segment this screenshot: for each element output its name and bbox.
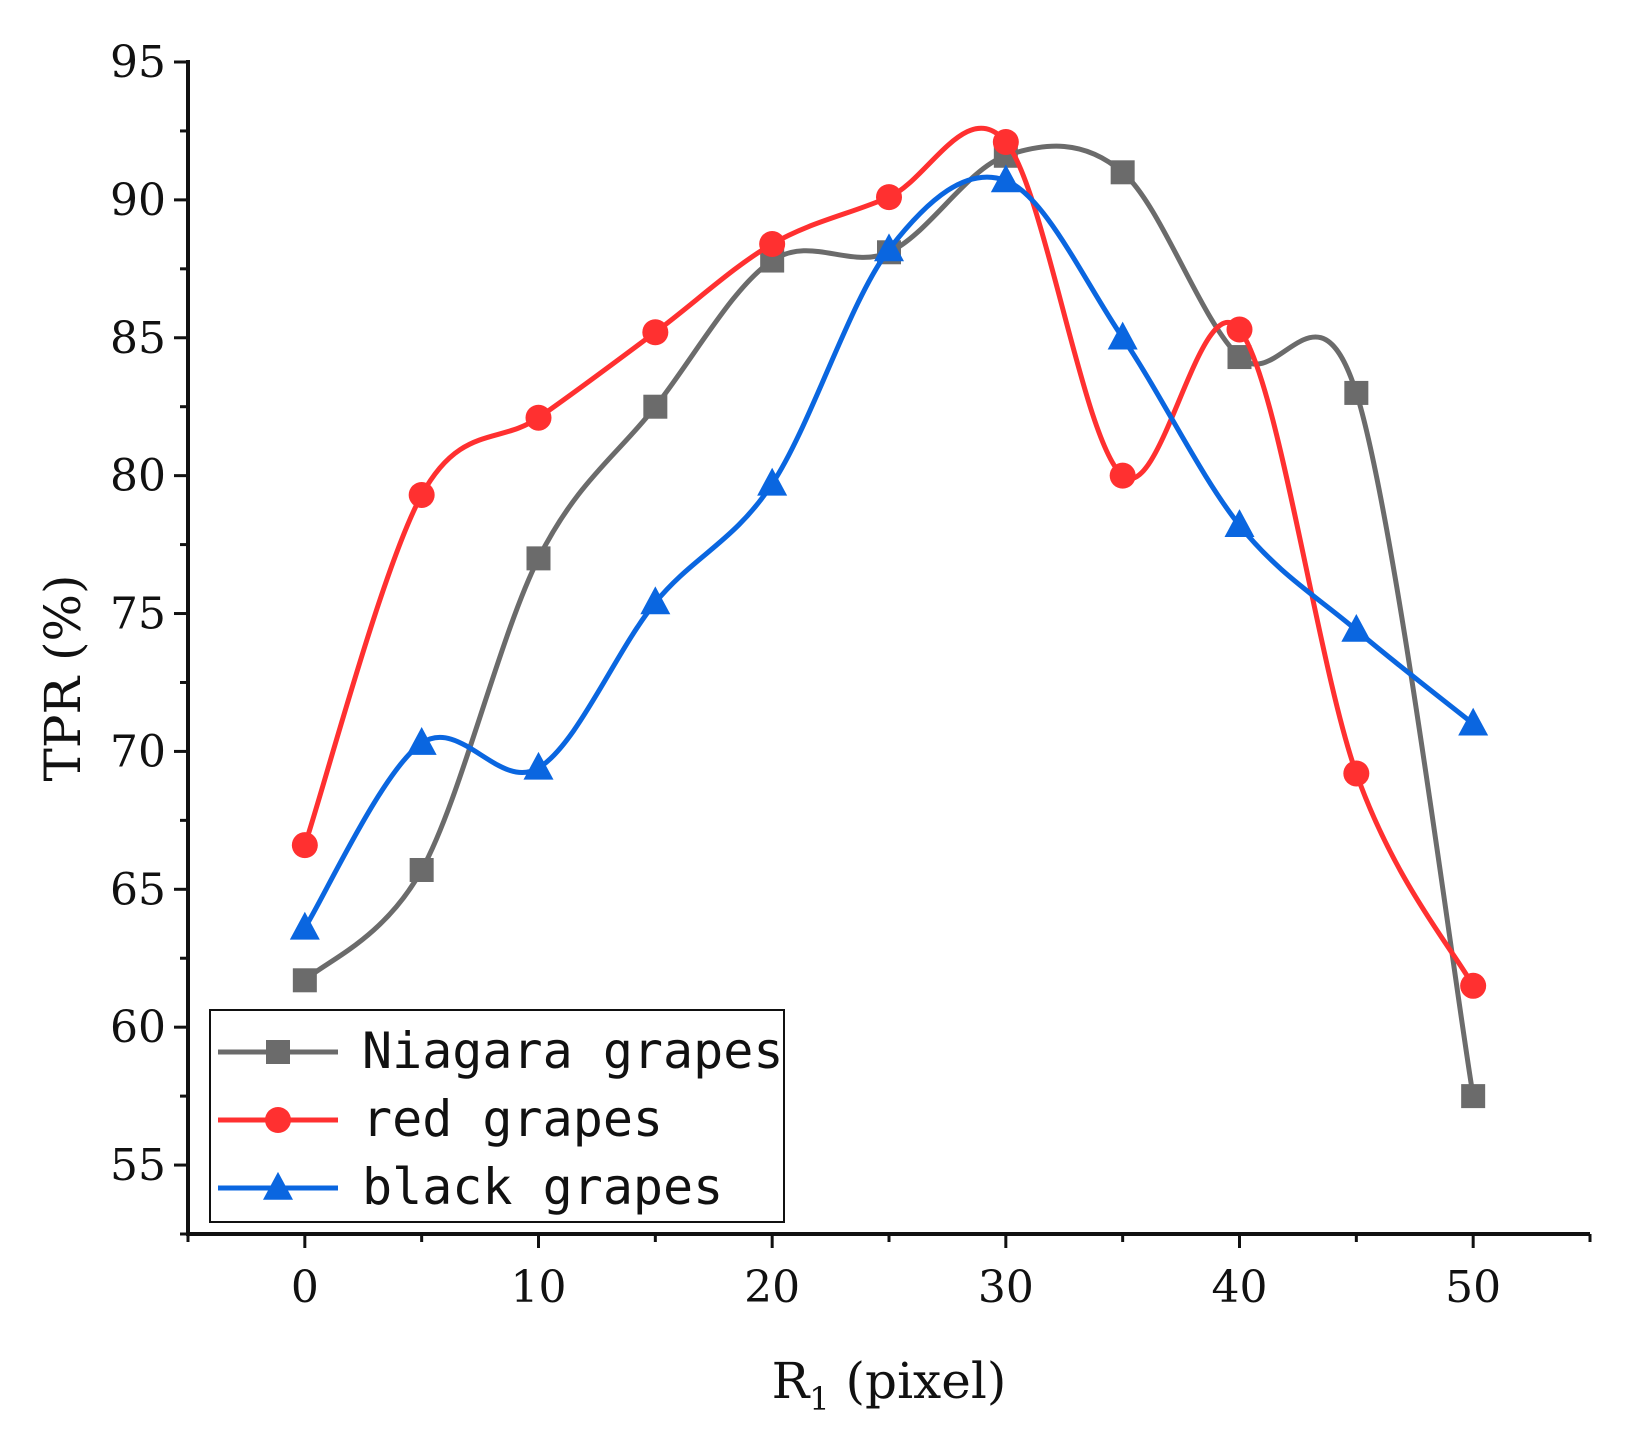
x-tick-label: 0: [291, 1262, 319, 1313]
point-black-grapes-10: [523, 751, 554, 780]
point-black-grapes-5: [406, 727, 437, 755]
y-tick-label: 65: [110, 864, 166, 915]
y-tick-label: 95: [110, 37, 166, 88]
legend-label-niagara-grapes: Niagara grapes: [362, 1022, 783, 1080]
point-niagara-grapes-15: [643, 394, 668, 419]
x-tick-label: 50: [1445, 1262, 1501, 1313]
point-red-grapes-0: [291, 832, 318, 859]
legend-label-black-grapes: black grapes: [362, 1158, 723, 1216]
x-axis-title: R1 (pixel): [772, 1352, 1007, 1418]
y-tick-label: 55: [110, 1140, 166, 1191]
y-tick-label: 90: [110, 175, 166, 226]
x-tick-label: 30: [978, 1262, 1034, 1313]
y-axis-title: TPR (%): [34, 574, 92, 781]
series-black-grapes: [289, 164, 1489, 940]
y-tick-label: 85: [110, 313, 166, 364]
series-line-red-grapes: [302, 125, 1476, 988]
point-niagara-grapes-40: [1227, 345, 1252, 370]
axes-layer: 55 60 65 70 75 80 85 90 95 0 10 20 30 40 50: [110, 37, 1592, 1313]
point-black-grapes-20: [757, 467, 788, 496]
legend: Niagara grapes red grapes black grapes: [209, 1009, 785, 1223]
y-tick-label: 60: [110, 1002, 166, 1053]
series-line-black-grapes: [302, 174, 1475, 930]
x-tick-label: 40: [1212, 1262, 1268, 1313]
point-red-grapes-25: [876, 184, 902, 211]
series-red-grapes: [291, 125, 1487, 999]
point-black-grapes-30: [990, 164, 1021, 193]
series-line-niagara-grapes: [303, 143, 1476, 1097]
point-red-grapes-35: [1109, 462, 1136, 489]
point-black-grapes-45: [1341, 613, 1372, 642]
point-black-grapes-35: [1107, 321, 1138, 350]
point-red-grapes-50: [1460, 972, 1487, 999]
point-red-grapes-20: [759, 231, 786, 258]
point-red-grapes-10: [525, 404, 552, 431]
point-black-grapes-15: [640, 586, 671, 615]
point-red-grapes-15: [642, 319, 669, 346]
y-tick-label: 80: [110, 451, 166, 502]
y-tick-label: 75: [110, 589, 166, 640]
point-red-grapes-5: [408, 481, 435, 508]
legend-marker-black-grapes: [263, 1171, 293, 1200]
point-black-grapes-40: [1224, 509, 1255, 537]
point-niagara-grapes-50: [1461, 1084, 1486, 1109]
x-axis-title-main: R: [772, 1352, 811, 1410]
x-tick-label: 10: [511, 1262, 567, 1313]
point-red-grapes-30: [992, 128, 1019, 155]
legend-marker-red-grapes: [265, 1107, 291, 1133]
series-niagara-grapes: [292, 143, 1486, 1109]
series-layer: [289, 125, 1489, 1109]
point-niagara-grapes-0: [292, 968, 317, 993]
point-niagara-grapes-10: [526, 546, 551, 571]
point-niagara-grapes-35: [1110, 160, 1135, 185]
point-black-grapes-25: [874, 233, 904, 262]
point-niagara-grapes-45: [1344, 380, 1369, 405]
axis-titles: R1 (pixel) TPR (%): [34, 574, 1006, 1418]
legend-marker-niagara-grapes: [266, 1040, 290, 1064]
point-niagara-grapes-5: [409, 857, 434, 882]
x-axis-title-suffix: (pixel): [830, 1352, 1007, 1410]
point-red-grapes-45: [1343, 760, 1370, 787]
legend-label-red-grapes: red grapes: [362, 1090, 663, 1148]
y-tick-label: 70: [110, 726, 166, 777]
x-tick-label: 20: [744, 1262, 800, 1313]
point-black-grapes-50: [1458, 707, 1489, 736]
point-red-grapes-40: [1226, 316, 1253, 343]
x-axis-title-subscript: 1: [809, 1380, 829, 1418]
point-black-grapes-0: [289, 911, 320, 940]
